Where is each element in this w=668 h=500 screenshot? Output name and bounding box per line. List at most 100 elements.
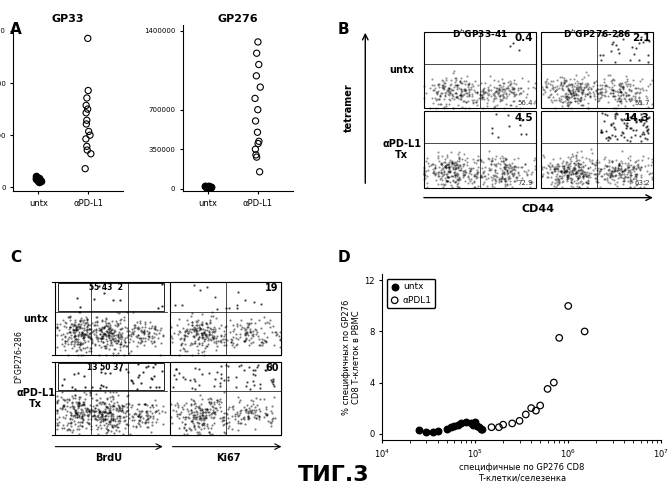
Point <box>108 349 119 357</box>
Point <box>76 422 87 430</box>
Point <box>565 167 576 175</box>
Point <box>81 408 92 416</box>
Point <box>498 92 508 100</box>
Point <box>226 426 237 434</box>
Point <box>476 79 486 87</box>
Point <box>201 330 212 338</box>
Point <box>130 324 140 332</box>
Point <box>638 120 649 128</box>
Point <box>583 179 594 187</box>
Point <box>224 304 234 312</box>
Point <box>122 422 133 430</box>
Point <box>558 168 569 176</box>
Point <box>97 411 108 419</box>
untx <box>413 426 424 434</box>
Point <box>600 153 611 161</box>
Point <box>67 384 77 392</box>
Point <box>198 411 208 419</box>
Point <box>502 166 512 174</box>
Point <box>120 338 130 345</box>
Point <box>79 330 90 338</box>
Point <box>539 86 550 94</box>
Point <box>450 92 461 100</box>
Point <box>201 318 212 326</box>
Point <box>85 344 96 352</box>
Point <box>573 86 584 94</box>
Point <box>186 325 197 333</box>
Point <box>226 340 237 348</box>
Point <box>558 162 568 170</box>
Point <box>61 402 72 410</box>
Point <box>552 180 563 188</box>
Point <box>635 164 646 172</box>
Point <box>86 406 96 413</box>
Point <box>574 94 585 102</box>
Point <box>562 158 572 166</box>
Point <box>85 408 96 416</box>
Point <box>592 159 603 167</box>
Point <box>198 328 209 336</box>
Point <box>525 184 536 192</box>
Point <box>567 179 578 187</box>
Point <box>430 162 440 170</box>
Point <box>149 323 160 331</box>
Point <box>460 104 470 112</box>
Point <box>81 328 92 336</box>
Point <box>115 332 126 340</box>
Point <box>446 80 456 88</box>
Point <box>180 400 191 407</box>
Point <box>111 388 122 396</box>
Point <box>453 80 464 88</box>
Point <box>537 151 548 159</box>
Point <box>72 418 83 426</box>
Point <box>500 154 511 162</box>
Point <box>444 91 455 99</box>
Point <box>601 174 612 182</box>
Point <box>97 324 108 332</box>
Point <box>98 417 109 425</box>
Point <box>582 164 593 172</box>
Point <box>56 388 67 396</box>
Point <box>114 406 125 414</box>
Point <box>129 324 140 332</box>
Point <box>76 329 87 337</box>
Point <box>180 340 190 347</box>
Point <box>169 330 180 338</box>
Point <box>552 90 562 98</box>
Point <box>498 82 508 90</box>
Point <box>192 342 202 350</box>
Point <box>568 166 579 173</box>
Point <box>194 419 204 427</box>
Point <box>116 333 127 341</box>
Point <box>566 174 576 182</box>
Point <box>113 331 124 339</box>
Point <box>440 162 451 170</box>
Point <box>115 324 126 332</box>
Point <box>98 334 109 342</box>
Point <box>576 178 587 186</box>
Point <box>59 334 70 342</box>
Point <box>491 110 502 118</box>
Point <box>196 348 207 356</box>
Point <box>570 152 581 160</box>
Point <box>605 172 615 180</box>
Point <box>242 412 253 420</box>
Point <box>494 86 504 94</box>
Point <box>154 330 164 338</box>
Point <box>635 98 646 106</box>
Point <box>446 157 457 165</box>
Point <box>572 78 582 86</box>
Point <box>144 324 154 332</box>
Point <box>262 410 273 418</box>
Point <box>178 344 188 352</box>
Point <box>608 86 619 94</box>
Point <box>513 154 524 162</box>
Point <box>560 90 571 98</box>
Point <box>440 154 450 162</box>
Point <box>454 84 464 92</box>
Point <box>607 86 617 94</box>
Point <box>84 348 94 356</box>
Bar <box>541 32 653 108</box>
Point <box>184 326 195 334</box>
Point <box>436 160 447 168</box>
